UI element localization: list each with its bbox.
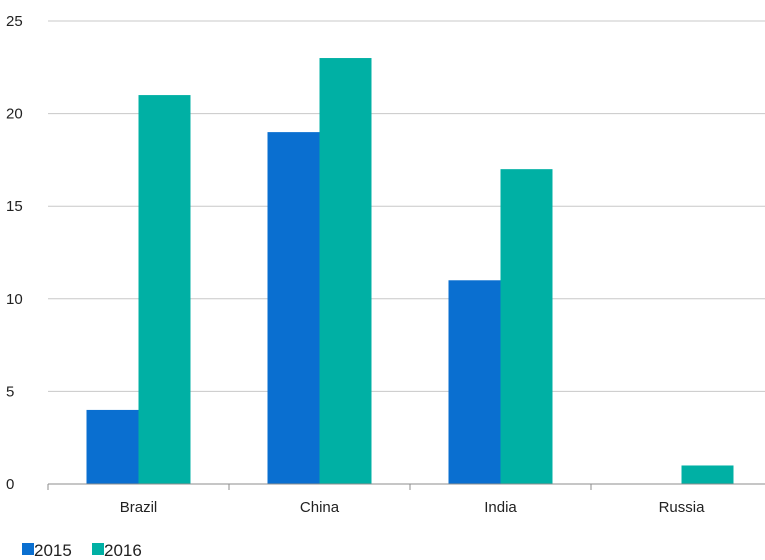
bar-2016-brazil xyxy=(138,95,191,484)
bar-2015-india xyxy=(448,280,501,484)
y-tick-label: 0 xyxy=(6,476,14,493)
bar-2015-brazil xyxy=(86,409,139,484)
legend-swatch-2016 xyxy=(92,543,104,555)
x-category-label: Russia xyxy=(659,499,706,516)
legend: 2015 2016 xyxy=(22,541,142,560)
bar-2015-china xyxy=(267,132,320,484)
y-tick-label: 15 xyxy=(6,198,23,215)
legend-swatch-2015 xyxy=(22,543,34,555)
x-axis: Brazil China India Russia xyxy=(47,483,765,516)
x-category-label: India xyxy=(484,499,517,516)
x-category-label: Brazil xyxy=(120,499,158,516)
y-tick-label: 5 xyxy=(6,383,14,400)
bar-2016-china xyxy=(319,58,372,484)
y-tick-label: 25 xyxy=(6,13,23,30)
legend-label-2015: 2015 xyxy=(34,541,72,560)
y-axis-ticks: 0 5 10 15 20 25 xyxy=(6,13,23,493)
legend-label-2016: 2016 xyxy=(104,541,142,560)
y-tick-label: 20 xyxy=(6,106,23,123)
bars xyxy=(86,58,734,484)
y-tick-label: 10 xyxy=(6,291,23,308)
bar-2016-india xyxy=(500,169,553,484)
bar-2016-russia xyxy=(681,465,734,484)
x-category-label: China xyxy=(300,499,340,516)
